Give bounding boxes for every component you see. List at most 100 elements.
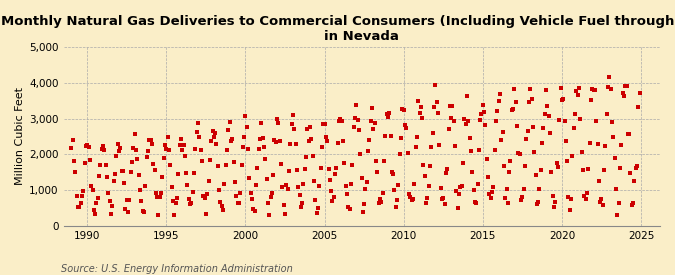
Point: [442, 166, 453, 171]
Point: [629, 179, 640, 183]
Point: [152, 195, 163, 199]
Point: [329, 172, 340, 176]
Point: [492, 109, 503, 113]
Point: [308, 179, 319, 183]
Point: [221, 148, 232, 152]
Point: [405, 194, 416, 199]
Point: [180, 154, 190, 159]
Point: [145, 138, 156, 142]
Point: [497, 130, 508, 134]
Point: [369, 121, 380, 126]
Point: [69, 159, 80, 164]
Point: [415, 104, 426, 109]
Point: [336, 119, 347, 123]
Point: [307, 154, 318, 158]
Point: [289, 127, 300, 131]
Point: [452, 205, 463, 210]
Point: [315, 166, 326, 171]
Point: [572, 92, 583, 97]
Point: [441, 171, 452, 175]
Point: [495, 92, 506, 96]
Point: [416, 115, 427, 120]
Point: [234, 200, 244, 205]
Point: [414, 111, 425, 115]
Point: [617, 90, 628, 95]
Point: [232, 201, 243, 206]
Point: [132, 157, 142, 161]
Point: [500, 196, 510, 200]
Point: [605, 87, 616, 92]
Point: [575, 117, 586, 121]
Point: [356, 176, 367, 181]
Point: [206, 139, 217, 143]
Point: [592, 141, 603, 146]
Point: [564, 207, 575, 212]
Point: [281, 183, 292, 188]
Point: [344, 207, 355, 211]
Point: [176, 137, 186, 142]
Point: [116, 169, 127, 173]
Point: [88, 208, 99, 212]
Point: [466, 149, 477, 153]
Point: [524, 100, 535, 104]
Point: [303, 138, 314, 143]
Point: [155, 194, 165, 199]
Point: [531, 202, 542, 206]
Point: [402, 151, 413, 155]
Point: [342, 192, 352, 197]
Point: [401, 125, 412, 130]
Point: [488, 185, 499, 189]
Point: [603, 85, 614, 89]
Point: [169, 213, 180, 217]
Point: [409, 182, 420, 186]
Point: [311, 211, 322, 216]
Point: [126, 170, 136, 174]
Point: [157, 175, 168, 179]
Point: [479, 109, 489, 114]
Point: [86, 184, 97, 188]
Point: [533, 200, 543, 204]
Point: [224, 119, 235, 124]
Point: [286, 122, 297, 126]
Point: [354, 128, 364, 133]
Point: [365, 119, 376, 123]
Point: [525, 87, 536, 91]
Point: [470, 199, 481, 204]
Point: [553, 165, 564, 169]
Point: [134, 188, 145, 192]
Point: [90, 212, 101, 216]
Point: [571, 89, 582, 94]
Point: [236, 162, 247, 167]
Point: [406, 198, 417, 202]
Point: [182, 182, 193, 187]
Point: [621, 84, 632, 89]
Point: [298, 182, 309, 186]
Point: [325, 178, 335, 183]
Point: [268, 173, 279, 177]
Point: [273, 121, 284, 125]
Point: [529, 150, 539, 154]
Text: Source: U.S. Energy Information Administration: Source: U.S. Energy Information Administ…: [61, 264, 292, 274]
Point: [501, 187, 512, 191]
Point: [410, 144, 421, 149]
Point: [454, 192, 464, 196]
Point: [381, 112, 392, 116]
Point: [285, 142, 296, 146]
Point: [390, 205, 401, 210]
Point: [215, 200, 226, 204]
Point: [171, 196, 182, 200]
Point: [360, 187, 371, 191]
Point: [545, 131, 556, 136]
Point: [502, 201, 513, 205]
Point: [438, 196, 449, 200]
Point: [451, 189, 462, 193]
Point: [124, 197, 135, 202]
Point: [538, 125, 549, 130]
Point: [79, 161, 90, 165]
Point: [377, 191, 388, 195]
Point: [167, 198, 178, 203]
Point: [430, 83, 441, 87]
Point: [458, 161, 468, 165]
Point: [633, 105, 644, 110]
Point: [539, 112, 550, 116]
